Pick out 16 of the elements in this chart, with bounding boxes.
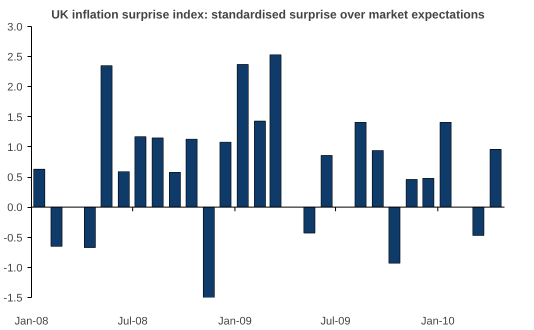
y-tick-label: 1.0 <box>7 142 23 154</box>
x-tick-label: Jan-08 <box>14 316 48 328</box>
y-tick-label: -0.5 <box>4 232 23 244</box>
chart-title: UK inflation surprise index: standardised surprise over market expectations <box>51 8 486 22</box>
x-tick-label: Jul-09 <box>320 316 351 328</box>
y-tick-label: -1.0 <box>4 262 23 274</box>
y-tick-label: 1.5 <box>7 112 23 124</box>
y-tick-label: -1.5 <box>4 292 23 304</box>
x-tick-label: Jan-09 <box>218 316 252 328</box>
y-tick-label: 3.0 <box>7 22 23 34</box>
y-tick-label: 2.0 <box>7 82 23 94</box>
y-tick-label: 0.5 <box>7 172 23 184</box>
x-tick-label: Jul-08 <box>118 316 148 328</box>
y-tick-label: 2.5 <box>7 52 23 64</box>
x-tick-label: Jan-10 <box>420 316 455 328</box>
y-tick-label: 0.0 <box>7 202 23 214</box>
